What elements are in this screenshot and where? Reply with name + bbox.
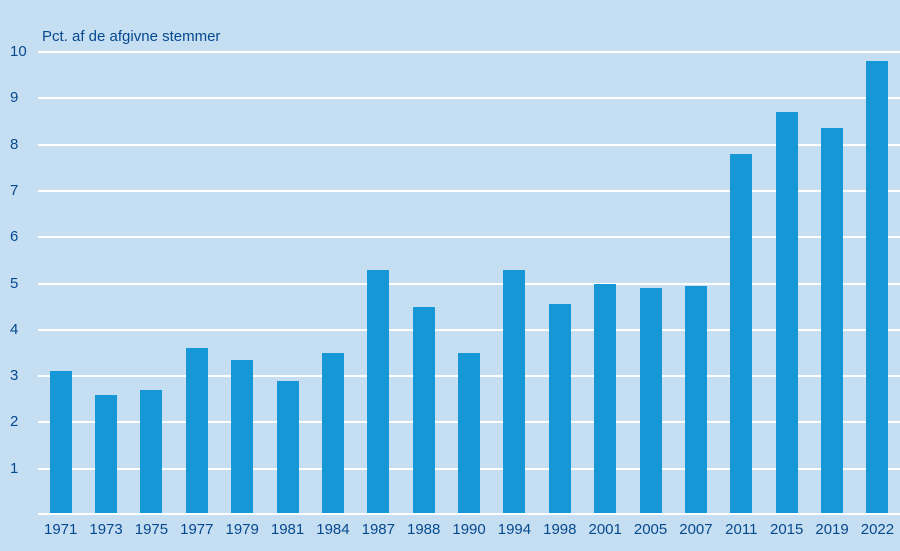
bar-1973 [95,394,118,515]
gridline [38,189,900,192]
bar-2005 [639,288,662,515]
gridline [38,97,900,100]
x-tick-label: 1979 [225,521,259,538]
x-tick-label: 1973 [89,521,123,538]
x-tick-label: 2001 [588,521,622,538]
y-tick-label: 9 [10,89,19,107]
bar-slot [673,52,718,515]
y-tick-label: 8 [10,135,19,153]
bar-1998 [548,304,571,515]
bar-1981 [276,380,299,515]
y-tick-label: 2 [10,413,19,431]
bar-1990 [458,352,481,515]
bar-2015 [775,112,798,515]
x-tick-label: 1971 [44,521,78,538]
y-tick-label: 6 [10,228,19,246]
x-tick-label: 1987 [361,521,395,538]
bar-slot [537,52,582,515]
x-tick-label: 1981 [270,521,305,538]
bar-2019 [821,128,844,515]
bar-1977 [185,348,208,515]
y-tick-label: 5 [10,274,19,292]
bar-slot [265,52,310,515]
bar-2001 [594,283,617,515]
x-tick-label: 1984 [316,521,350,538]
bar-slot [492,52,537,515]
gridline [38,282,900,285]
chart-title: Pct. af de afgivne stemmer [42,28,221,45]
x-tick-label: 1994 [497,521,532,538]
gridline [38,51,900,53]
bar-1975 [140,390,163,515]
bar-1979 [231,359,254,515]
bar-1984 [321,352,344,515]
y-tick-label: 3 [10,367,19,385]
x-tick-label: 2022 [860,521,895,538]
bar-slot [174,52,219,515]
x-tick-label: 1998 [543,521,577,538]
bar-slot [220,52,265,515]
bar-slot [628,52,673,515]
y-tick-label: 4 [10,320,19,338]
x-axis-baseline [38,513,900,515]
bar-1987 [367,269,390,515]
y-tick-label: 1 [10,459,19,477]
x-tick-label: 1988 [407,521,441,538]
bar-slot [356,52,401,515]
bar-slot [583,52,628,515]
bars [38,52,900,515]
bar-slot [855,52,900,515]
bar-1971 [49,371,72,515]
y-tick-label: 7 [10,181,19,199]
x-tick-label: 2007 [679,521,713,538]
bar-1994 [503,269,526,515]
bar-slot [83,52,128,515]
bar-1988 [412,306,435,515]
bar-slot [401,52,446,515]
x-tick-label: 2005 [633,521,668,538]
bar-2007 [684,285,707,515]
y-axis: 1 2 3 4 5 6 7 8 9 10 [10,43,36,515]
gridline [38,328,900,331]
bar-slot [38,52,83,515]
bar-slot [446,52,491,515]
bar-slot [764,52,809,515]
x-tick-label: 1975 [134,521,169,538]
gridline [38,236,900,239]
x-tick-label: 2019 [815,521,849,538]
y-tick-label: 10 [10,43,27,60]
x-tick-label: 1977 [180,521,214,538]
plot-area [38,51,900,515]
x-tick-label: 2011 [725,521,758,538]
bar-slot [129,52,174,515]
x-tick-label: 2015 [770,521,804,538]
gridline [38,143,900,146]
x-tick-label: 1990 [452,521,486,538]
bar-2011 [730,153,753,515]
bar-slot [310,52,355,515]
bar-slot [719,52,764,515]
bar-slot [809,52,854,515]
bar-2022 [866,61,889,515]
x-axis-labels: 1971 1973 1975 1977 1979 1981 1984 1987 1988 1990… [38,521,900,538]
